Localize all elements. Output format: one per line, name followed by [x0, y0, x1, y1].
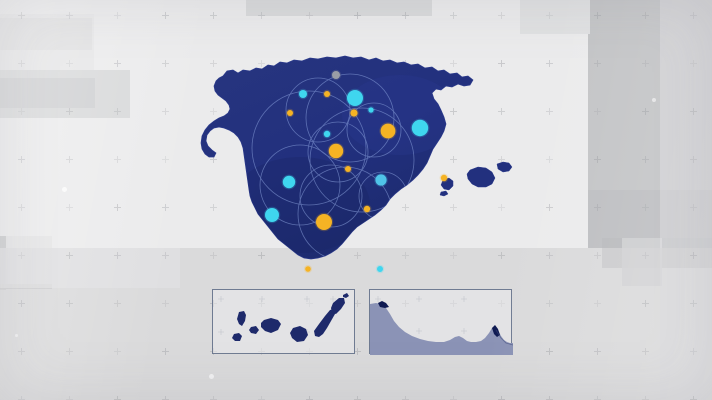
marker-dot[interactable]: Pais Vasco [347, 90, 363, 106]
map-marker-m16[interactable]: Murcia [362, 204, 372, 214]
overlay-ring-1 [305, 73, 395, 163]
map-marker-m08[interactable]: Cataluna [410, 118, 430, 138]
map-marker-m09[interactable]: Castilla-Leon S [322, 129, 332, 139]
inset-canary-islands[interactable] [212, 289, 355, 354]
map-marker-m03[interactable]: Pais Vasco [345, 88, 365, 108]
formentera-island [439, 190, 449, 197]
map-marker-m04[interactable]: Navarra [367, 106, 375, 114]
bg-panel-top-mid [246, 0, 432, 16]
melilla-marker-peak [492, 325, 500, 337]
marker-dot[interactable]: Madrid [328, 143, 344, 159]
speck-b [209, 374, 214, 379]
marker-dot[interactable]: Castilla-Leon S [323, 130, 331, 138]
overlay-ring-2 [307, 121, 369, 183]
lanzarote-island [331, 298, 345, 314]
gran-canaria-island [290, 326, 308, 342]
speck-c [652, 98, 656, 102]
map-marker-m15[interactable]: Andalucia [314, 212, 334, 232]
map-marker-m05[interactable]: La Rioja [349, 108, 359, 118]
strait-grid-marks [375, 296, 467, 334]
north-africa-svg [370, 296, 513, 355]
marker-dot[interactable]: Castilla-Mancha [345, 166, 351, 172]
marker-dot[interactable]: Navarra [368, 107, 374, 113]
overlay-ring-5 [299, 164, 363, 228]
speck-d [15, 334, 18, 337]
marker-dot[interactable]: Ceuta [305, 266, 311, 272]
marker-dot[interactable]: C. Valenciana [375, 174, 387, 186]
marker-dot[interactable]: Galicia-Asturias [299, 90, 307, 98]
inset-north-africa[interactable] [369, 289, 513, 355]
map-marker-m13[interactable]: C. Valenciana [374, 173, 388, 187]
overlay-ring-9 [346, 102, 402, 158]
map-marker-m19[interactable]: Melilla [375, 264, 385, 274]
map-marker-m14[interactable]: Huelva [263, 206, 281, 224]
map-marker-m01[interactable]: Galicia-Asturias [297, 88, 309, 100]
balearic-islands [439, 161, 513, 197]
african-coast-landmass [370, 303, 513, 355]
marker-dot[interactable]: Melilla [377, 266, 383, 272]
bg-panel-top-right [520, 0, 590, 34]
map-marker-m12[interactable]: Extremadura [281, 174, 297, 190]
canary-landmasses [232, 293, 349, 342]
marker-dot[interactable]: Murcia [363, 205, 371, 213]
overlay-ring-0 [285, 77, 351, 143]
map-marker-m20[interactable]: Cantabrico [330, 69, 342, 81]
marker-dot[interactable]: Andalucia [316, 214, 332, 230]
mallorca-island [466, 166, 496, 188]
map-marker-m02[interactable]: Cantabria [322, 89, 332, 99]
map-marker-m17[interactable]: Illes Balears [439, 173, 449, 183]
map-marker-m10[interactable]: Madrid [327, 142, 345, 160]
marker-dot[interactable]: Illes Balears [440, 174, 448, 182]
graciosa-island [343, 293, 349, 298]
marker-dot[interactable]: Castilla-Leon N [287, 110, 293, 116]
canary-islands-svg [218, 293, 349, 342]
el-hierro-island [232, 333, 242, 341]
marker-dot[interactable]: La Rioja [350, 109, 358, 117]
overlay-ring-3 [309, 107, 415, 213]
marker-dot[interactable]: Extremadura [282, 175, 296, 189]
map-marker-m07[interactable]: Aragon [379, 122, 397, 140]
la-gomera-island [249, 326, 259, 334]
map-marker-m11[interactable]: Castilla-Mancha [343, 164, 353, 174]
bg-panel-right-big [588, 0, 712, 190]
la-palma-island [237, 311, 246, 326]
map-marker-m06[interactable]: Castilla-Leon N [285, 108, 295, 118]
ceuta-marker-peak [378, 301, 389, 308]
marker-dot[interactable]: Cataluna [411, 119, 429, 137]
bg-panel-left-bar-2 [0, 78, 95, 108]
speck-a [62, 187, 67, 192]
marker-dot[interactable]: Cantabrico [332, 71, 340, 79]
overlay-ring-4 [259, 144, 341, 226]
map-marker-layer[interactable]: Galicia-Asturias Cantabria Pais Vasco Navar… [263, 69, 449, 274]
marker-dot[interactable]: Cantabria [324, 91, 330, 97]
marker-dot[interactable]: Aragon [380, 123, 396, 139]
coast-line-accent [495, 329, 513, 346]
bg-panel-upper-left [0, 18, 92, 50]
bg-panel-bottom-left-wide [0, 248, 180, 288]
map-marker-m18[interactable]: Ceuta [304, 265, 312, 273]
tenerife-island [261, 318, 281, 333]
menorca-island [496, 161, 513, 173]
fuerteventura-island [314, 309, 335, 337]
marker-dot[interactable]: Huelva [265, 208, 279, 222]
overlay-ring-8 [251, 90, 367, 206]
